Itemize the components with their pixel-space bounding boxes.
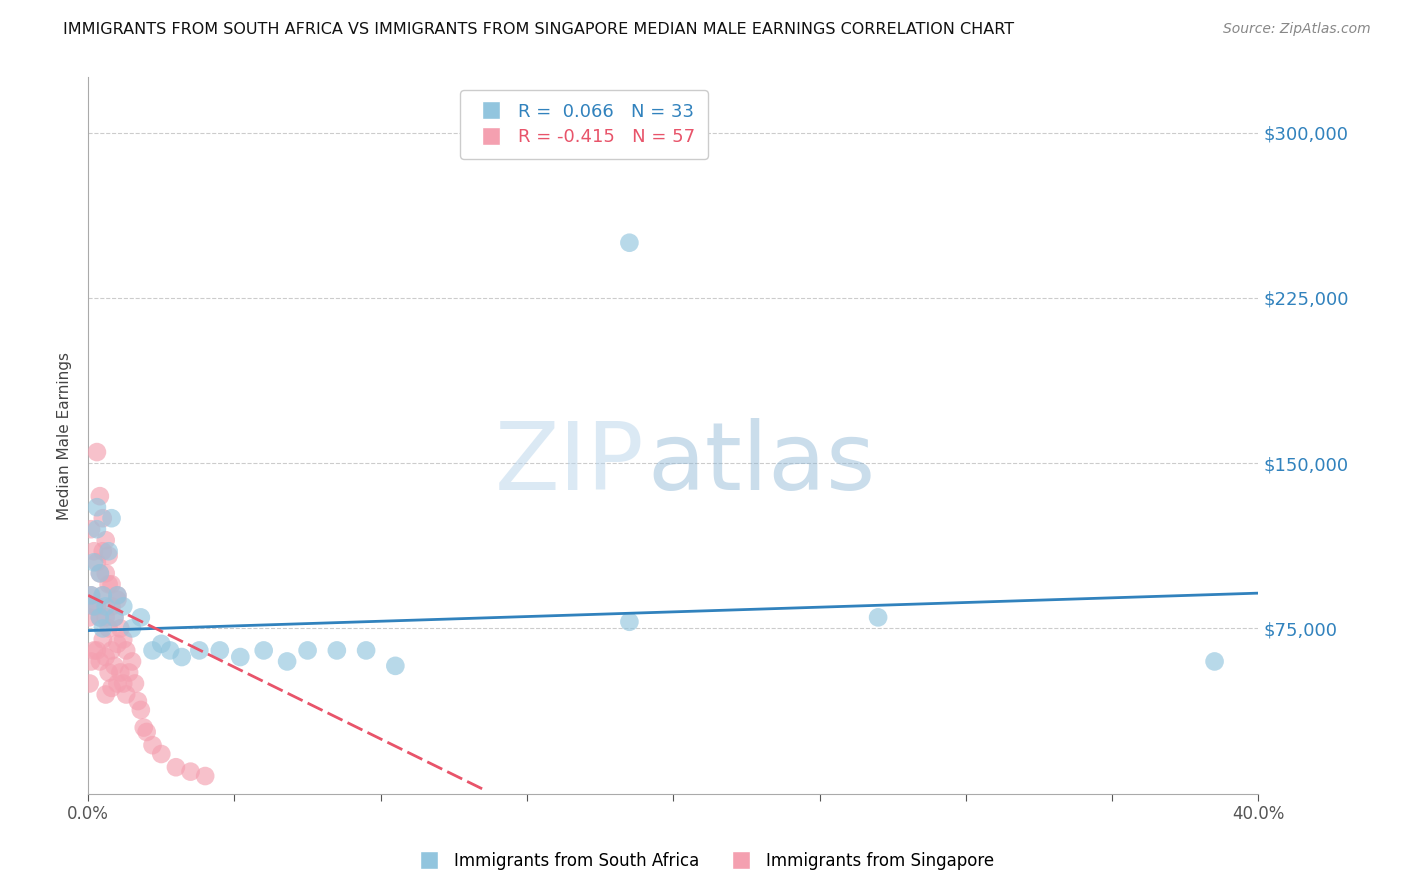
Point xyxy=(121,655,143,669)
Point xyxy=(94,599,117,614)
Point xyxy=(83,599,105,614)
Point xyxy=(97,665,120,680)
Point xyxy=(229,650,252,665)
Point xyxy=(83,555,105,569)
Point xyxy=(253,643,276,657)
Point xyxy=(91,588,114,602)
Point xyxy=(112,632,135,647)
Point xyxy=(121,621,143,635)
Point xyxy=(103,610,125,624)
Point xyxy=(89,566,111,581)
Point xyxy=(83,599,105,614)
Point xyxy=(86,555,108,569)
Point xyxy=(141,643,163,657)
Point xyxy=(89,489,111,503)
Point xyxy=(86,599,108,614)
Point xyxy=(384,658,406,673)
Point xyxy=(80,655,103,669)
Point xyxy=(141,738,163,752)
Point xyxy=(97,577,120,591)
Point xyxy=(194,769,217,783)
Point xyxy=(1204,655,1226,669)
Point xyxy=(91,632,114,647)
Point xyxy=(150,747,173,761)
Point xyxy=(80,588,103,602)
Point xyxy=(83,544,105,558)
Point xyxy=(188,643,211,657)
Point xyxy=(170,650,193,665)
Point xyxy=(91,588,114,602)
Point xyxy=(94,688,117,702)
Point xyxy=(107,592,129,607)
Point xyxy=(91,511,114,525)
Point xyxy=(118,665,141,680)
Point xyxy=(159,643,181,657)
Point xyxy=(86,643,108,657)
Point xyxy=(91,544,114,558)
Point xyxy=(100,511,122,525)
Point xyxy=(80,588,103,602)
Point xyxy=(208,643,231,657)
Point xyxy=(100,599,122,614)
Point xyxy=(103,658,125,673)
Y-axis label: Median Male Earnings: Median Male Earnings xyxy=(58,351,72,519)
Point xyxy=(100,643,122,657)
Point xyxy=(619,235,641,250)
Point xyxy=(89,566,111,581)
Point xyxy=(89,610,111,624)
Point xyxy=(77,610,100,624)
Point xyxy=(112,599,135,614)
Point xyxy=(165,760,187,774)
Point xyxy=(129,703,152,717)
Point xyxy=(107,676,129,690)
Point xyxy=(107,588,129,602)
Point xyxy=(112,676,135,690)
Point xyxy=(107,588,129,602)
Point xyxy=(86,522,108,536)
Point xyxy=(107,637,129,651)
Legend: R =  0.066   N = 33, R = -0.415   N = 57: R = 0.066 N = 33, R = -0.415 N = 57 xyxy=(460,90,707,159)
Point xyxy=(110,665,132,680)
Point xyxy=(86,500,108,515)
Point xyxy=(354,643,377,657)
Point xyxy=(94,610,117,624)
Point xyxy=(124,676,146,690)
Point xyxy=(100,681,122,695)
Point xyxy=(115,688,138,702)
Point xyxy=(94,650,117,665)
Point xyxy=(97,621,120,635)
Point xyxy=(79,676,101,690)
Point xyxy=(100,577,122,591)
Point xyxy=(127,694,149,708)
Point xyxy=(86,445,108,459)
Point xyxy=(129,610,152,624)
Point xyxy=(868,610,890,624)
Point xyxy=(94,533,117,548)
Point xyxy=(97,544,120,558)
Point xyxy=(89,655,111,669)
Point xyxy=(326,643,349,657)
Point xyxy=(619,615,641,629)
Point xyxy=(297,643,319,657)
Point xyxy=(91,621,114,635)
Text: Source: ZipAtlas.com: Source: ZipAtlas.com xyxy=(1223,22,1371,37)
Point xyxy=(80,522,103,536)
Point xyxy=(94,566,117,581)
Point xyxy=(276,655,298,669)
Text: atlas: atlas xyxy=(648,418,876,510)
Text: ZIP: ZIP xyxy=(495,418,644,510)
Point xyxy=(110,621,132,635)
Point xyxy=(135,725,157,739)
Point xyxy=(180,764,202,779)
Text: IMMIGRANTS FROM SOUTH AFRICA VS IMMIGRANTS FROM SINGAPORE MEDIAN MALE EARNINGS C: IMMIGRANTS FROM SOUTH AFRICA VS IMMIGRAN… xyxy=(63,22,1014,37)
Legend: Immigrants from South Africa, Immigrants from Singapore: Immigrants from South Africa, Immigrants… xyxy=(405,846,1001,877)
Point xyxy=(115,643,138,657)
Point xyxy=(150,637,173,651)
Point xyxy=(89,610,111,624)
Point xyxy=(83,643,105,657)
Point xyxy=(132,721,155,735)
Point xyxy=(97,549,120,563)
Point xyxy=(103,610,125,624)
